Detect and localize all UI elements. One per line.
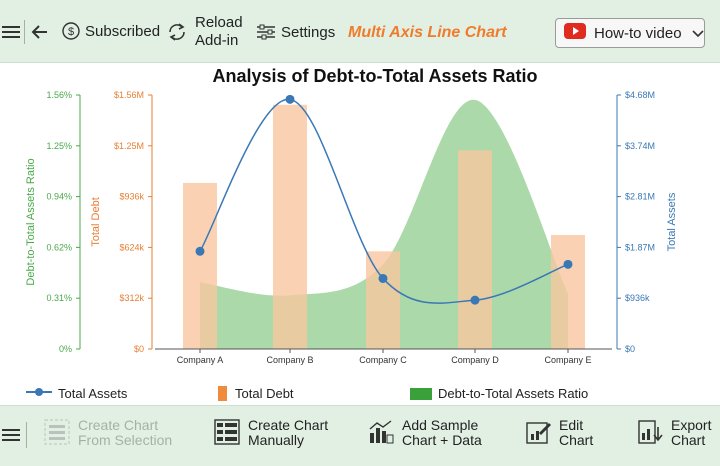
assets-tick-label: $936k [625, 293, 650, 303]
back-arrow-icon[interactable] [30, 24, 48, 40]
chevron-down-icon [691, 25, 704, 42]
chart-area: Analysis of Debt-to-Total Assets Ratio C… [0, 62, 720, 405]
ratio-tick-label: 0% [59, 344, 72, 354]
legend-label: Total Debt [235, 386, 294, 401]
create-chart-manually-button[interactable]: Create Chart Manually [214, 418, 328, 448]
edit-line2: Chart [559, 432, 594, 448]
assets-point [285, 94, 295, 104]
export-line1: Export [671, 417, 712, 433]
bottom-toolbar: Create Chart From Selection Create Chart… [0, 405, 720, 466]
ratio-tick-label: 0.31% [46, 293, 72, 303]
debt-tick-label: $0 [134, 344, 144, 354]
export-chart-icon [637, 419, 663, 448]
legend-item-total-assets: Total Assets [26, 386, 127, 401]
table-selection-icon [44, 419, 70, 448]
edit-chart-button[interactable]: Edit Chart [525, 418, 593, 448]
x-tick-label: Company D [451, 355, 499, 365]
assets-point [378, 273, 388, 283]
legend-label: Debt-to-Total Assets Ratio [438, 386, 589, 401]
x-tick-label: Company C [359, 355, 407, 365]
howto-video-button[interactable]: How-to video [555, 18, 705, 48]
export-line2: Chart [671, 432, 706, 448]
debt-tick-label: $1.56M [114, 90, 144, 100]
legend-bar-marker [218, 386, 227, 401]
menu-icon[interactable] [2, 24, 20, 40]
legend-item-ratio: Debt-to-Total Assets Ratio [410, 386, 588, 401]
debt-bar [183, 182, 217, 349]
assets-tick-label: $3.74M [625, 141, 655, 151]
legend-label: Total Assets [58, 386, 128, 401]
multi-axis-chart: Analysis of Debt-to-Total Assets Ratio C… [25, 66, 678, 365]
x-tick-label: Company B [266, 355, 313, 365]
bottom-divider [26, 422, 27, 448]
settings-button[interactable]: Settings [256, 23, 335, 41]
edit-line1: Edit [559, 417, 584, 433]
debt-bar [366, 251, 400, 349]
chart-legend: Total Assets Total Debt Debt-to-Total As… [0, 384, 720, 406]
reload-addin-button[interactable]: Reload Add-in [166, 14, 243, 50]
debt-tick-label: $1.25M [114, 141, 144, 151]
assets-tick-label: $4.68M [625, 90, 655, 100]
debt-bar [458, 150, 492, 349]
ratio-tick-label: 1.25% [46, 141, 72, 151]
assets-tick-label: $1.87M [625, 242, 655, 252]
reload-label-line2: Add-in [195, 32, 239, 49]
toolbar-divider [24, 20, 25, 44]
assets-point [470, 295, 480, 305]
export-chart-button[interactable]: Export Chart [637, 418, 711, 448]
assets-tick-label: $0 [625, 344, 635, 354]
settings-sliders-icon [256, 23, 276, 41]
ratio-axis-title: Debt-to-Total Assets Ratio [25, 158, 37, 285]
add-sample-line2: Chart + Data [402, 432, 482, 448]
debt-bar [551, 235, 585, 349]
legend-line-marker [26, 386, 52, 401]
howto-label: How-to video [594, 24, 682, 42]
svg-text:$: $ [68, 26, 74, 38]
assets-point [563, 259, 573, 269]
settings-label: Settings [281, 23, 336, 41]
create-selection-line1: Create Chart [78, 417, 159, 433]
ratio-tick-label: 0.94% [46, 192, 72, 202]
subscribed-label: Subscribed [85, 22, 161, 40]
reload-icon [166, 21, 188, 43]
subscribed-button[interactable]: $ Subscribed [62, 22, 160, 40]
brand-title: Multi Axis Line Chart [348, 24, 507, 41]
add-sample-chart-button[interactable]: Add Sample Chart + Data [368, 418, 482, 448]
debt-tick-label: $936k [119, 192, 144, 202]
x-tick-label: Company A [177, 355, 224, 365]
create-manual-line1: Create Chart [248, 417, 329, 433]
debt-tick-label: $312k [119, 293, 144, 303]
table-grid-icon [214, 418, 240, 448]
ratio-tick-label: 1.56% [46, 90, 72, 100]
reload-label-line1: Reload [195, 14, 243, 31]
add-sample-line1: Add Sample [402, 417, 479, 433]
legend-item-total-debt: Total Debt [218, 386, 294, 401]
create-chart-from-selection-button[interactable]: Create Chart From Selection [44, 418, 172, 448]
top-toolbar: $ Subscribed Reload Add-in Settings Mult… [0, 0, 720, 63]
dollar-circle-icon: $ [62, 22, 80, 40]
edit-chart-icon [525, 419, 551, 448]
assets-point [195, 246, 205, 256]
assets-tick-label: $2.81M [625, 192, 655, 202]
assets-axis-title: Total Assets [666, 192, 678, 251]
bottom-menu-icon[interactable] [2, 427, 20, 443]
legend-area-marker [410, 387, 432, 400]
ratio-tick-label: 0.62% [46, 242, 72, 252]
sample-chart-icon [368, 419, 394, 448]
x-tick-label: Company E [544, 355, 591, 365]
create-selection-line2: From Selection [78, 432, 173, 448]
debt-tick-label: $624k [119, 242, 144, 252]
assets-line [199, 98, 569, 304]
debt-axis-title: Total Debt [90, 197, 102, 247]
youtube-icon [564, 23, 586, 43]
create-manual-line2: Manually [248, 432, 305, 448]
chart-title: Analysis of Debt-to-Total Assets Ratio [212, 66, 537, 86]
debt-bar [273, 104, 307, 349]
